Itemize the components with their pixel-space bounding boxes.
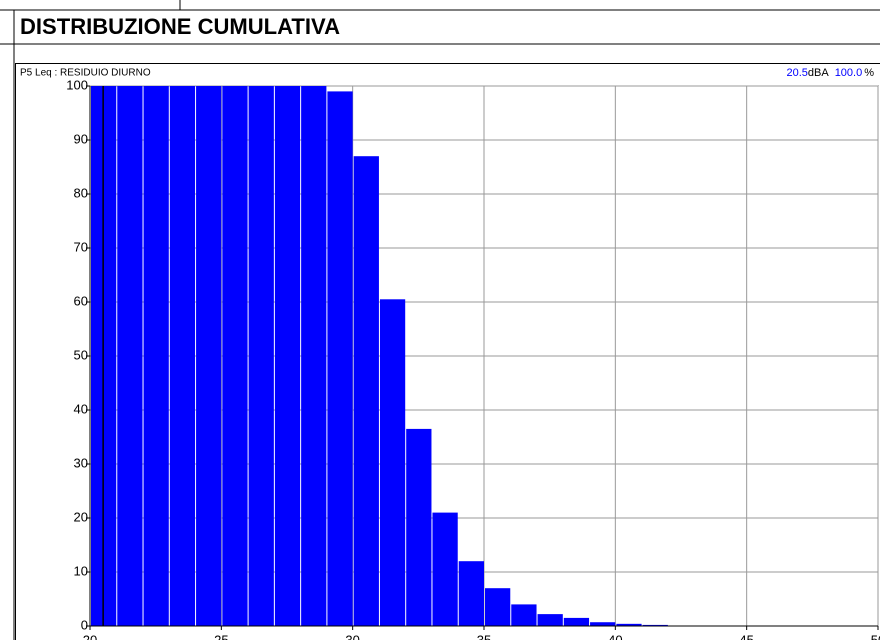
bar xyxy=(537,614,563,626)
plot xyxy=(86,85,879,630)
x-tick-label: 30 xyxy=(345,632,359,640)
y-tick-label: 50 xyxy=(74,347,88,362)
bar xyxy=(248,86,274,626)
bar xyxy=(117,86,143,626)
y-tick-label: 20 xyxy=(74,509,88,524)
x-tick-label: 45 xyxy=(739,632,753,640)
bar xyxy=(274,86,301,626)
bar xyxy=(511,604,537,626)
marker-percent: 100.0 xyxy=(835,67,863,79)
bar xyxy=(353,156,379,626)
bar xyxy=(406,428,432,626)
bar xyxy=(642,624,668,626)
x-tick-label: 35 xyxy=(477,632,491,640)
y-tick-label: 0 xyxy=(81,617,88,632)
marker-percent-unit: % xyxy=(864,67,874,79)
y-tick-label: 30 xyxy=(74,455,88,470)
marker-value: 20.5 xyxy=(786,67,807,79)
x-tick-label: 25 xyxy=(214,632,228,640)
y-tick-label: 60 xyxy=(74,293,88,308)
bar xyxy=(169,86,196,626)
chart-frame xyxy=(15,63,880,640)
bar xyxy=(301,86,327,626)
bar xyxy=(222,86,248,626)
y-tick-label: 100 xyxy=(66,77,88,92)
bar xyxy=(590,622,616,626)
bar xyxy=(379,299,406,626)
chart-title: P5 Leq : RESIDUIO DIURNO xyxy=(20,68,151,79)
bar xyxy=(616,623,642,626)
bar xyxy=(432,512,458,626)
bar xyxy=(143,86,169,626)
y-tick-label: 80 xyxy=(74,185,88,200)
bar xyxy=(196,86,222,626)
y-tick-label: 10 xyxy=(74,563,88,578)
y-tick-label: 90 xyxy=(74,131,88,146)
bar xyxy=(563,617,590,626)
y-tick-label: 70 xyxy=(74,239,88,254)
marker-unit: dBA xyxy=(808,67,829,79)
bar xyxy=(327,91,353,626)
y-tick-label: 40 xyxy=(74,401,88,416)
x-tick-label: 40 xyxy=(608,632,622,640)
page-title: DISTRIBUZIONE CUMULATIVA xyxy=(20,14,340,39)
bar xyxy=(458,561,484,626)
x-tick-label: 50 xyxy=(871,632,880,640)
x-tick-label: 20 xyxy=(83,632,97,640)
bar xyxy=(485,588,511,626)
